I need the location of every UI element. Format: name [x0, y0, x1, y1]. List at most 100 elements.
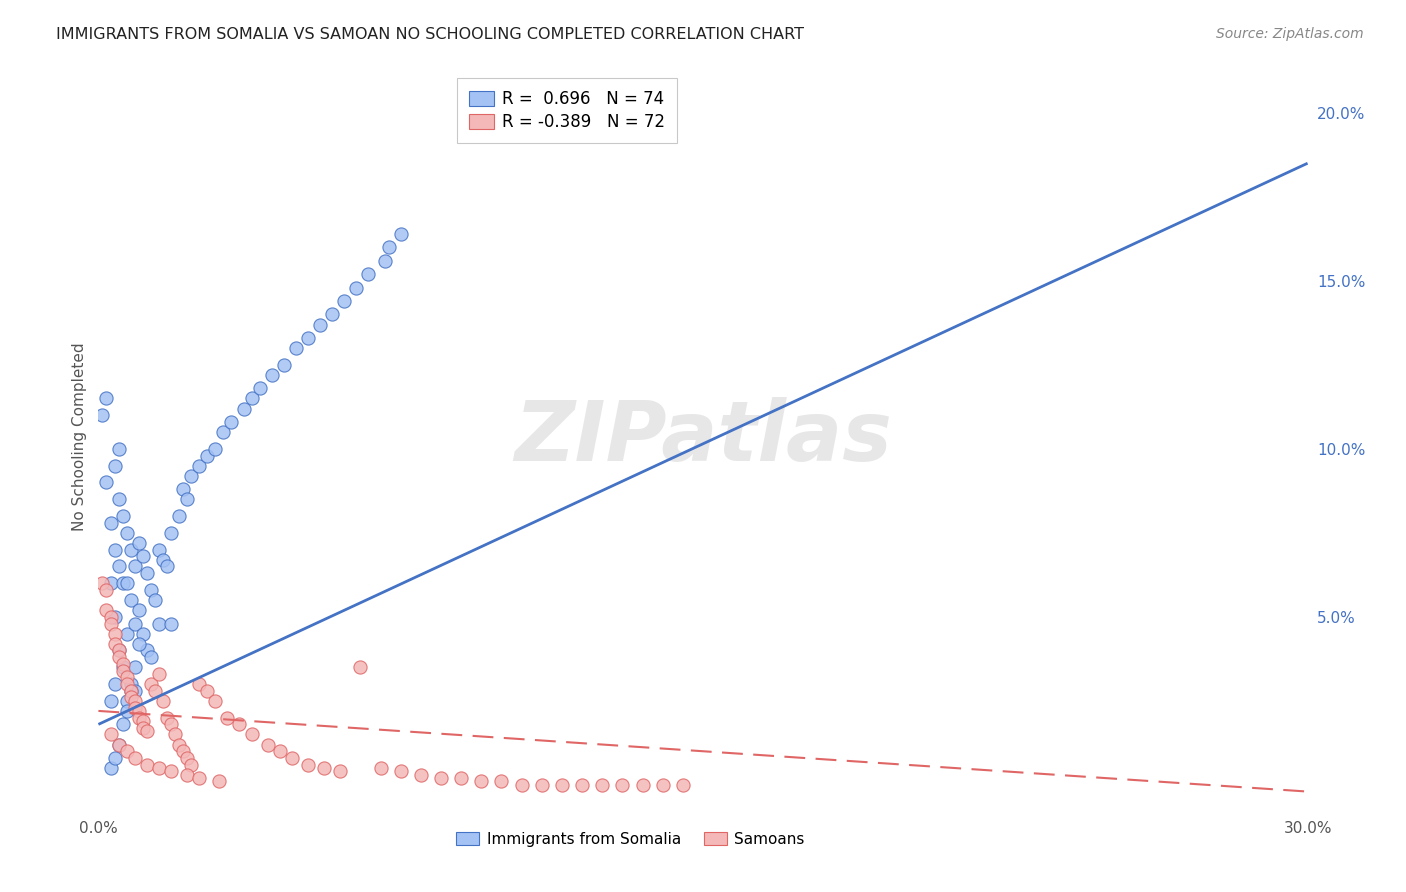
- Point: [100, 616, 122, 631]
- Point: [124, 683, 146, 698]
- Point: [195, 449, 218, 463]
- Point: [124, 660, 146, 674]
- Point: [120, 683, 142, 698]
- Point: [111, 664, 134, 678]
- Point: [297, 331, 319, 345]
- Point: [172, 482, 194, 496]
- Point: [240, 392, 263, 406]
- Point: [100, 727, 122, 741]
- Point: [208, 774, 231, 789]
- Point: [430, 771, 453, 785]
- Point: [389, 764, 412, 779]
- Point: [333, 293, 356, 308]
- Point: [124, 559, 146, 574]
- Point: [612, 778, 634, 792]
- Point: [128, 711, 150, 725]
- Point: [115, 626, 138, 640]
- Point: [217, 711, 239, 725]
- Point: [103, 626, 125, 640]
- Point: [139, 650, 162, 665]
- Point: [530, 778, 553, 792]
- Point: [100, 694, 122, 708]
- Point: [204, 694, 226, 708]
- Point: [111, 657, 134, 671]
- Point: [107, 559, 129, 574]
- Point: [631, 778, 654, 792]
- Point: [120, 683, 142, 698]
- Point: [103, 610, 125, 624]
- Point: [163, 727, 186, 741]
- Point: [284, 341, 307, 355]
- Point: [260, 368, 283, 382]
- Point: [314, 761, 336, 775]
- Point: [167, 509, 190, 524]
- Point: [103, 542, 125, 557]
- Point: [152, 694, 174, 708]
- Point: [96, 392, 118, 406]
- Point: [672, 778, 695, 792]
- Point: [107, 442, 129, 456]
- Point: [148, 542, 170, 557]
- Point: [167, 738, 190, 752]
- Point: [176, 768, 198, 782]
- Point: [148, 667, 170, 681]
- Point: [103, 458, 125, 473]
- Point: [297, 757, 319, 772]
- Point: [111, 717, 134, 731]
- Point: [124, 694, 146, 708]
- Point: [115, 744, 138, 758]
- Point: [128, 704, 150, 718]
- Point: [344, 280, 367, 294]
- Point: [491, 774, 513, 789]
- Point: [96, 603, 118, 617]
- Point: [107, 738, 129, 752]
- Point: [156, 559, 179, 574]
- Point: [120, 593, 142, 607]
- Point: [269, 744, 291, 758]
- Point: [329, 764, 352, 779]
- Point: [96, 475, 118, 490]
- Point: [91, 576, 114, 591]
- Point: [115, 670, 138, 684]
- Point: [156, 711, 179, 725]
- Point: [107, 650, 129, 665]
- Point: [132, 626, 155, 640]
- Point: [132, 549, 155, 564]
- Point: [256, 738, 278, 752]
- Point: [139, 582, 162, 597]
- Point: [249, 381, 271, 395]
- Point: [160, 616, 183, 631]
- Text: IMMIGRANTS FROM SOMALIA VS SAMOAN NO SCHOOLING COMPLETED CORRELATION CHART: IMMIGRANTS FROM SOMALIA VS SAMOAN NO SCH…: [56, 27, 804, 42]
- Point: [240, 727, 263, 741]
- Point: [281, 751, 304, 765]
- Point: [180, 468, 202, 483]
- Point: [357, 267, 380, 281]
- Point: [132, 721, 155, 735]
- Point: [111, 576, 134, 591]
- Legend: Immigrants from Somalia, Samoans: Immigrants from Somalia, Samoans: [450, 825, 811, 853]
- Point: [107, 738, 129, 752]
- Point: [152, 552, 174, 566]
- Point: [107, 643, 129, 657]
- Point: [115, 677, 138, 691]
- Point: [100, 761, 122, 775]
- Point: [107, 492, 129, 507]
- Point: [309, 318, 332, 332]
- Point: [377, 240, 399, 254]
- Point: [96, 582, 118, 597]
- Point: [160, 764, 183, 779]
- Point: [124, 700, 146, 714]
- Point: [100, 576, 122, 591]
- Point: [111, 660, 134, 674]
- Point: [172, 744, 194, 758]
- Point: [409, 768, 432, 782]
- Point: [188, 677, 211, 691]
- Point: [128, 603, 150, 617]
- Point: [349, 660, 371, 674]
- Point: [148, 761, 170, 775]
- Point: [120, 690, 142, 705]
- Point: [470, 774, 492, 789]
- Point: [510, 778, 533, 792]
- Point: [176, 492, 198, 507]
- Point: [195, 683, 218, 698]
